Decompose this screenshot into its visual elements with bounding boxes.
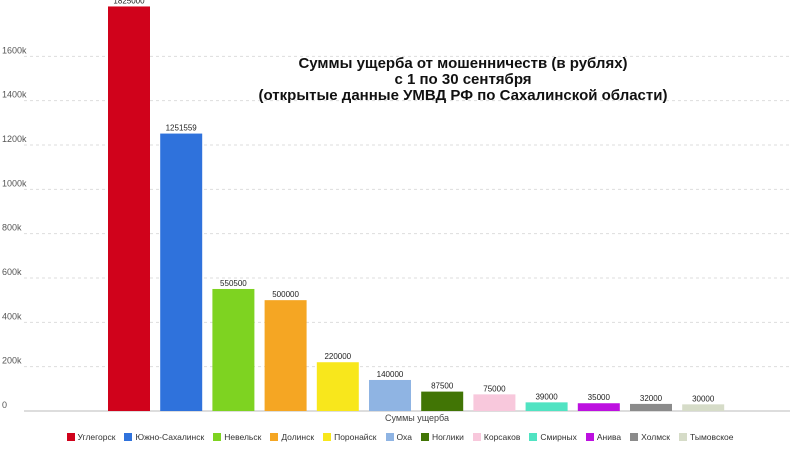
legend-label: Поронайск [334, 432, 377, 442]
chart-legend: Углегорск Южно-Сахалинск Невельск Долинск По… [0, 432, 800, 442]
legend-item[interactable]: Невельск [213, 432, 261, 442]
legend-swatch [213, 433, 222, 441]
bar[interactable] [525, 402, 568, 411]
legend-label: Смирных [540, 432, 577, 442]
bar-value-label: 39000 [535, 392, 558, 401]
bar[interactable] [421, 391, 464, 411]
bar[interactable] [212, 288, 255, 411]
legend-swatch [270, 433, 279, 441]
data-labels: 1825000 1251559 550500 500000 220000 140000 87… [113, 0, 714, 403]
bar-value-label: 550500 [220, 279, 247, 288]
legend-item[interactable]: Анива [585, 432, 622, 442]
legend-item[interactable]: Тымовское [679, 432, 733, 442]
legend-swatch [472, 433, 481, 441]
legend-label: Невельск [224, 432, 262, 442]
bars [108, 6, 725, 411]
bar[interactable] [160, 133, 203, 411]
legend-label: Долинск [281, 432, 315, 442]
y-tick-label: 1400k [2, 90, 27, 100]
legend-label: Южно-Сахалинск [135, 432, 205, 442]
y-tick-label: 1200k [2, 134, 27, 144]
y-tick-label: 800k [2, 223, 22, 233]
bar-value-label: 30000 [692, 394, 715, 403]
legend-swatch [124, 433, 133, 441]
legend-item[interactable]: Долинск [270, 432, 314, 442]
y-tick-label: 1600k [2, 45, 27, 55]
legend-item[interactable]: Корсаков [472, 432, 521, 442]
bar[interactable] [682, 404, 725, 411]
y-tick-label: 200k [2, 356, 22, 366]
bar-value-label: 140000 [377, 370, 404, 379]
legend-item[interactable]: Углегорск [66, 432, 116, 442]
bar-value-label: 500000 [272, 290, 299, 299]
bar[interactable] [316, 362, 359, 411]
legend-label: Ноглики [431, 432, 464, 442]
legend-label: Углегорск [77, 432, 116, 442]
bar-value-label: 1251559 [166, 124, 198, 133]
chart-title: Суммы ущерба от мошенничеств (в рублях) … [259, 55, 668, 104]
bar-value-label: 35000 [588, 393, 611, 402]
y-tick-label: 1000k [2, 178, 27, 188]
legend-label: Оха [396, 432, 412, 442]
legend-item[interactable]: Южно-Сахалинск [124, 432, 204, 442]
x-axis-title: Суммы ущерба [385, 413, 449, 423]
bar-value-label: 1825000 [113, 0, 145, 5]
legend-item[interactable]: Поронайск [323, 432, 377, 442]
gridlines [24, 55, 790, 368]
legend-label: Тымовское [690, 432, 734, 442]
y-tick-label: 600k [2, 267, 22, 277]
legend-item[interactable]: Смирных [529, 432, 577, 442]
bar[interactable] [264, 300, 307, 411]
bar-value-label: 220000 [324, 352, 351, 361]
bar-value-label: 75000 [483, 384, 506, 393]
bar[interactable] [473, 394, 516, 411]
legend-label: Корсаков [483, 432, 521, 442]
chart-title-line-1: Суммы ущерба от мошенничеств (в рублях) [298, 55, 627, 72]
legend-label: Анива [596, 432, 622, 442]
legend-swatch [66, 433, 75, 441]
bar[interactable] [630, 403, 672, 411]
legend-item[interactable]: Холмск [630, 432, 670, 442]
y-tick-label: 0 [2, 400, 7, 410]
legend-swatch [323, 433, 332, 441]
chart-title-line-3: (открытые данные УМВД РФ по Сахалинской … [259, 87, 668, 104]
y-axis-ticks: 0 200k 400k 600k 800k 1000k 1200k 1400k 1600k [2, 45, 27, 410]
bar-value-label: 87500 [431, 382, 454, 391]
legend-swatch [529, 433, 538, 441]
legend-label: Холмск [641, 432, 671, 442]
y-tick-label: 400k [2, 311, 22, 321]
chart-title-line-2: с 1 по 30 сентября [394, 71, 531, 88]
legend-item[interactable]: Оха [385, 432, 412, 442]
bar[interactable] [369, 379, 411, 411]
legend-item[interactable]: Ноглики [420, 432, 464, 442]
legend-swatch [420, 433, 429, 441]
legend-swatch [679, 433, 688, 441]
legend-swatch [385, 433, 394, 441]
bar-value-label: 32000 [640, 394, 663, 403]
bar[interactable] [577, 403, 620, 411]
legend-swatch [585, 433, 594, 441]
bar[interactable] [108, 6, 150, 411]
legend-swatch [630, 433, 639, 441]
